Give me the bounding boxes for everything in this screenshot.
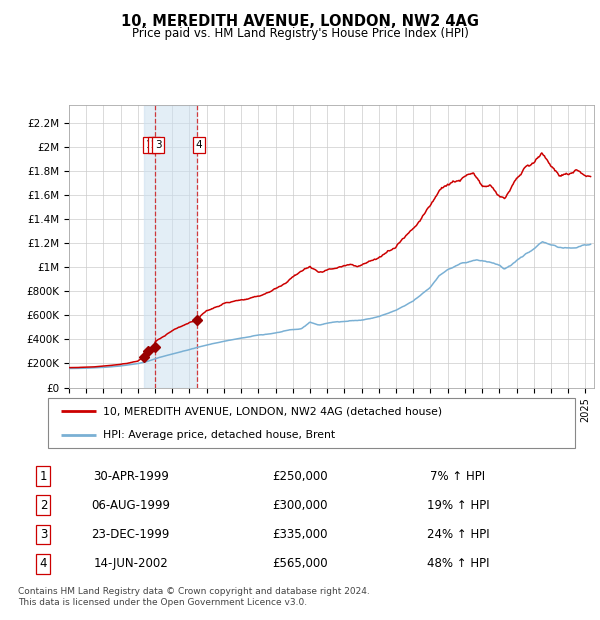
FancyBboxPatch shape xyxy=(48,398,575,448)
Text: 10, MEREDITH AVENUE, LONDON, NW2 4AG (detached house): 10, MEREDITH AVENUE, LONDON, NW2 4AG (de… xyxy=(103,406,443,416)
Text: 2: 2 xyxy=(40,498,47,511)
Text: 14-JUN-2002: 14-JUN-2002 xyxy=(94,557,168,570)
Text: 3: 3 xyxy=(40,528,47,541)
Text: £335,000: £335,000 xyxy=(272,528,328,541)
Text: 3: 3 xyxy=(155,140,161,150)
Text: 2: 2 xyxy=(151,140,157,150)
Text: 1: 1 xyxy=(40,469,47,482)
Text: 19% ↑ HPI: 19% ↑ HPI xyxy=(427,498,489,511)
Text: £300,000: £300,000 xyxy=(272,498,328,511)
Text: 06-AUG-1999: 06-AUG-1999 xyxy=(91,498,170,511)
Text: HPI: Average price, detached house, Brent: HPI: Average price, detached house, Bren… xyxy=(103,430,335,440)
Bar xyxy=(143,105,197,388)
Text: Price paid vs. HM Land Registry's House Price Index (HPI): Price paid vs. HM Land Registry's House … xyxy=(131,27,469,40)
Text: 4: 4 xyxy=(40,557,47,570)
Text: £565,000: £565,000 xyxy=(272,557,328,570)
Text: 23-DEC-1999: 23-DEC-1999 xyxy=(92,528,170,541)
Text: Contains HM Land Registry data © Crown copyright and database right 2024.
This d: Contains HM Land Registry data © Crown c… xyxy=(18,587,370,606)
Text: 4: 4 xyxy=(196,140,202,150)
Text: 1: 1 xyxy=(146,140,152,150)
Text: £250,000: £250,000 xyxy=(272,469,328,482)
Text: 24% ↑ HPI: 24% ↑ HPI xyxy=(427,528,489,541)
Text: 30-APR-1999: 30-APR-1999 xyxy=(93,469,169,482)
Text: 7% ↑ HPI: 7% ↑ HPI xyxy=(430,469,485,482)
Text: 10, MEREDITH AVENUE, LONDON, NW2 4AG: 10, MEREDITH AVENUE, LONDON, NW2 4AG xyxy=(121,14,479,29)
Text: 48% ↑ HPI: 48% ↑ HPI xyxy=(427,557,489,570)
